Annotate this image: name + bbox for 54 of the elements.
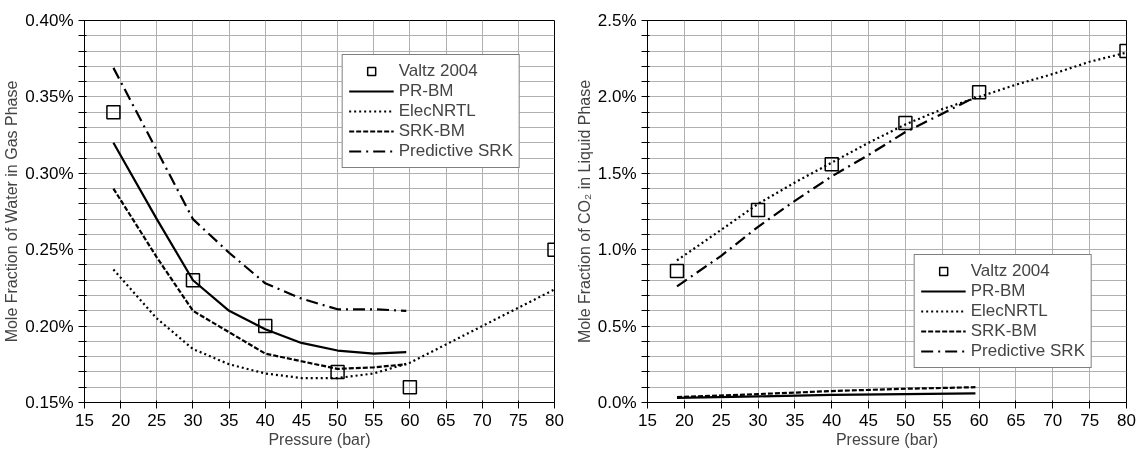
y-tick-label: 0.30% — [25, 163, 74, 183]
x-axis-title: Pressure (bar) — [268, 430, 371, 448]
x-tick-label: 80 — [545, 410, 564, 430]
y-tick-label: 1.0% — [597, 240, 637, 260]
x-tick-label: 40 — [255, 410, 275, 430]
x-tick-label: 15 — [75, 410, 94, 430]
y-tick-label: 0.35% — [25, 87, 74, 107]
legend-label: SRK-BM — [398, 121, 465, 141]
x-tick-label: 45 — [291, 410, 311, 430]
y-tick-label: 0.25% — [25, 240, 74, 260]
y-tick-label: 2.0% — [597, 87, 637, 107]
legend-label: ElecNRTL — [970, 301, 1048, 321]
x-tick-label: 75 — [1080, 410, 1100, 430]
legend-label: Predictive SRK — [970, 341, 1085, 361]
y-tick-label: 0.15% — [25, 393, 74, 412]
x-tick-label: 65 — [1006, 410, 1026, 430]
x-tick-label: 15 — [638, 410, 657, 430]
x-tick-label: 30 — [748, 410, 768, 430]
x-tick-label: 70 — [472, 410, 492, 430]
y-tick-label: 0.40% — [25, 11, 74, 30]
x-axis-title: Pressure (bar) — [835, 430, 939, 448]
y-axis-title: Mole Fraction of Water in Gas Phase — [3, 80, 21, 343]
x-tick-label: 20 — [111, 410, 131, 430]
legend-label: Valtz 2004 — [398, 61, 478, 81]
y-tick-label: 0.5% — [597, 316, 637, 336]
x-tick-label: 35 — [219, 410, 239, 430]
y-tick-label: 0.0% — [597, 393, 637, 412]
x-tick-label: 60 — [969, 410, 989, 430]
legend-label: PR-BM — [970, 281, 1026, 301]
x-tick-label: 50 — [895, 410, 915, 430]
y-tick-label: 1.5% — [597, 163, 637, 183]
x-tick-label: 45 — [859, 410, 879, 430]
x-tick-label: 50 — [328, 410, 348, 430]
x-tick-label: 55 — [932, 410, 952, 430]
x-tick-label: 25 — [711, 410, 731, 430]
x-tick-label: 40 — [822, 410, 842, 430]
legend-label: Valtz 2004 — [970, 261, 1050, 281]
x-tick-label: 35 — [785, 410, 805, 430]
legend-label: Predictive SRK — [398, 141, 513, 161]
x-tick-label: 65 — [436, 410, 456, 430]
y-tick-label: 0.20% — [25, 316, 74, 336]
legend-label: ElecNRTL — [398, 101, 476, 121]
x-tick-label: 60 — [400, 410, 420, 430]
y-axis-title: Mole Fraction of CO₂ in Liquid Phase — [575, 79, 593, 344]
x-tick-label: 20 — [674, 410, 694, 430]
x-tick-label: 75 — [508, 410, 528, 430]
legend-label: PR-BM — [398, 81, 454, 101]
legend-label: SRK-BM — [970, 321, 1037, 341]
x-tick-label: 70 — [1043, 410, 1063, 430]
x-tick-label: 55 — [364, 410, 384, 430]
x-tick-label: 80 — [1117, 410, 1136, 430]
x-tick-label: 30 — [183, 410, 203, 430]
y-tick-label: 2.5% — [597, 11, 637, 30]
x-tick-label: 25 — [147, 410, 167, 430]
